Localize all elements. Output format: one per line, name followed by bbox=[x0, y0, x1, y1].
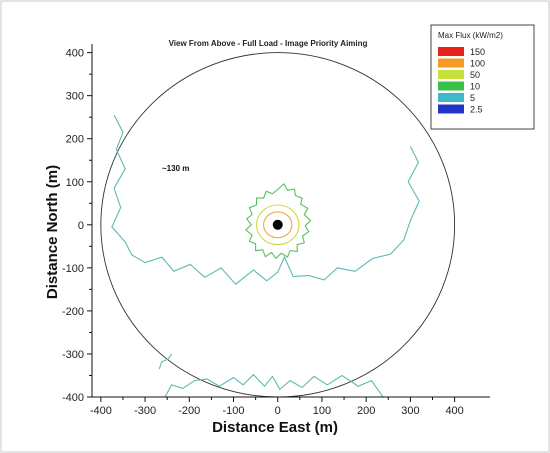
y-tick-label: 0 bbox=[78, 220, 84, 232]
x-tick-label: 100 bbox=[313, 405, 331, 417]
x-tick-label: -300 bbox=[134, 405, 156, 417]
legend-label: 2.5 bbox=[470, 105, 483, 115]
y-tick-label: -400 bbox=[62, 392, 84, 404]
axes: -400 -300 -200 -100 0 100 200 300 400-400-300-20… bbox=[62, 44, 490, 417]
chart-title: View From Above - Full Load - Image Prio… bbox=[169, 39, 368, 48]
x-tick-label: 300 bbox=[401, 405, 419, 417]
legend-swatch bbox=[438, 47, 464, 56]
y-tick-label: 100 bbox=[66, 177, 84, 189]
legend-swatch bbox=[438, 93, 464, 102]
distance-annotation: ~130 m bbox=[162, 164, 189, 173]
x-tick-label: 400 bbox=[445, 405, 463, 417]
legend-swatch bbox=[438, 58, 464, 68]
legend-label: 5 bbox=[470, 93, 475, 103]
y-tick-label: -300 bbox=[62, 349, 84, 361]
legend-swatch bbox=[438, 70, 464, 79]
legend-swatch bbox=[438, 104, 464, 114]
legend-swatch bbox=[438, 81, 464, 91]
y-tick-label: -200 bbox=[62, 306, 84, 318]
x-tick-label: 0 bbox=[275, 405, 281, 417]
contour-5-2 bbox=[158, 353, 173, 370]
x-axis-title: Distance East (m) bbox=[212, 419, 338, 436]
legend-label: 100 bbox=[470, 59, 485, 69]
legend-label: 50 bbox=[470, 70, 480, 80]
contour-5-1 bbox=[164, 373, 384, 398]
y-tick-label: -100 bbox=[62, 263, 84, 275]
tower-marker bbox=[272, 219, 283, 230]
y-tick-label: 300 bbox=[66, 91, 84, 103]
x-tick-label: 200 bbox=[357, 405, 375, 417]
contour-100-5 bbox=[263, 211, 293, 239]
x-tick-label: -400 bbox=[90, 405, 112, 417]
legend-title: Max Flux (kW/m2) bbox=[438, 31, 503, 40]
x-tick-label: -100 bbox=[222, 405, 244, 417]
x-tick-label: -200 bbox=[178, 405, 200, 417]
y-axis-title: Distance North (m) bbox=[44, 165, 61, 299]
contour-10-3 bbox=[245, 183, 312, 260]
legend-label: 10 bbox=[470, 82, 480, 92]
contour-50-4 bbox=[255, 204, 300, 246]
y-tick-label: 400 bbox=[66, 48, 84, 60]
y-tick-label: 200 bbox=[66, 134, 84, 146]
legend-label: 150 bbox=[470, 47, 485, 57]
contour-5-0 bbox=[111, 114, 420, 285]
